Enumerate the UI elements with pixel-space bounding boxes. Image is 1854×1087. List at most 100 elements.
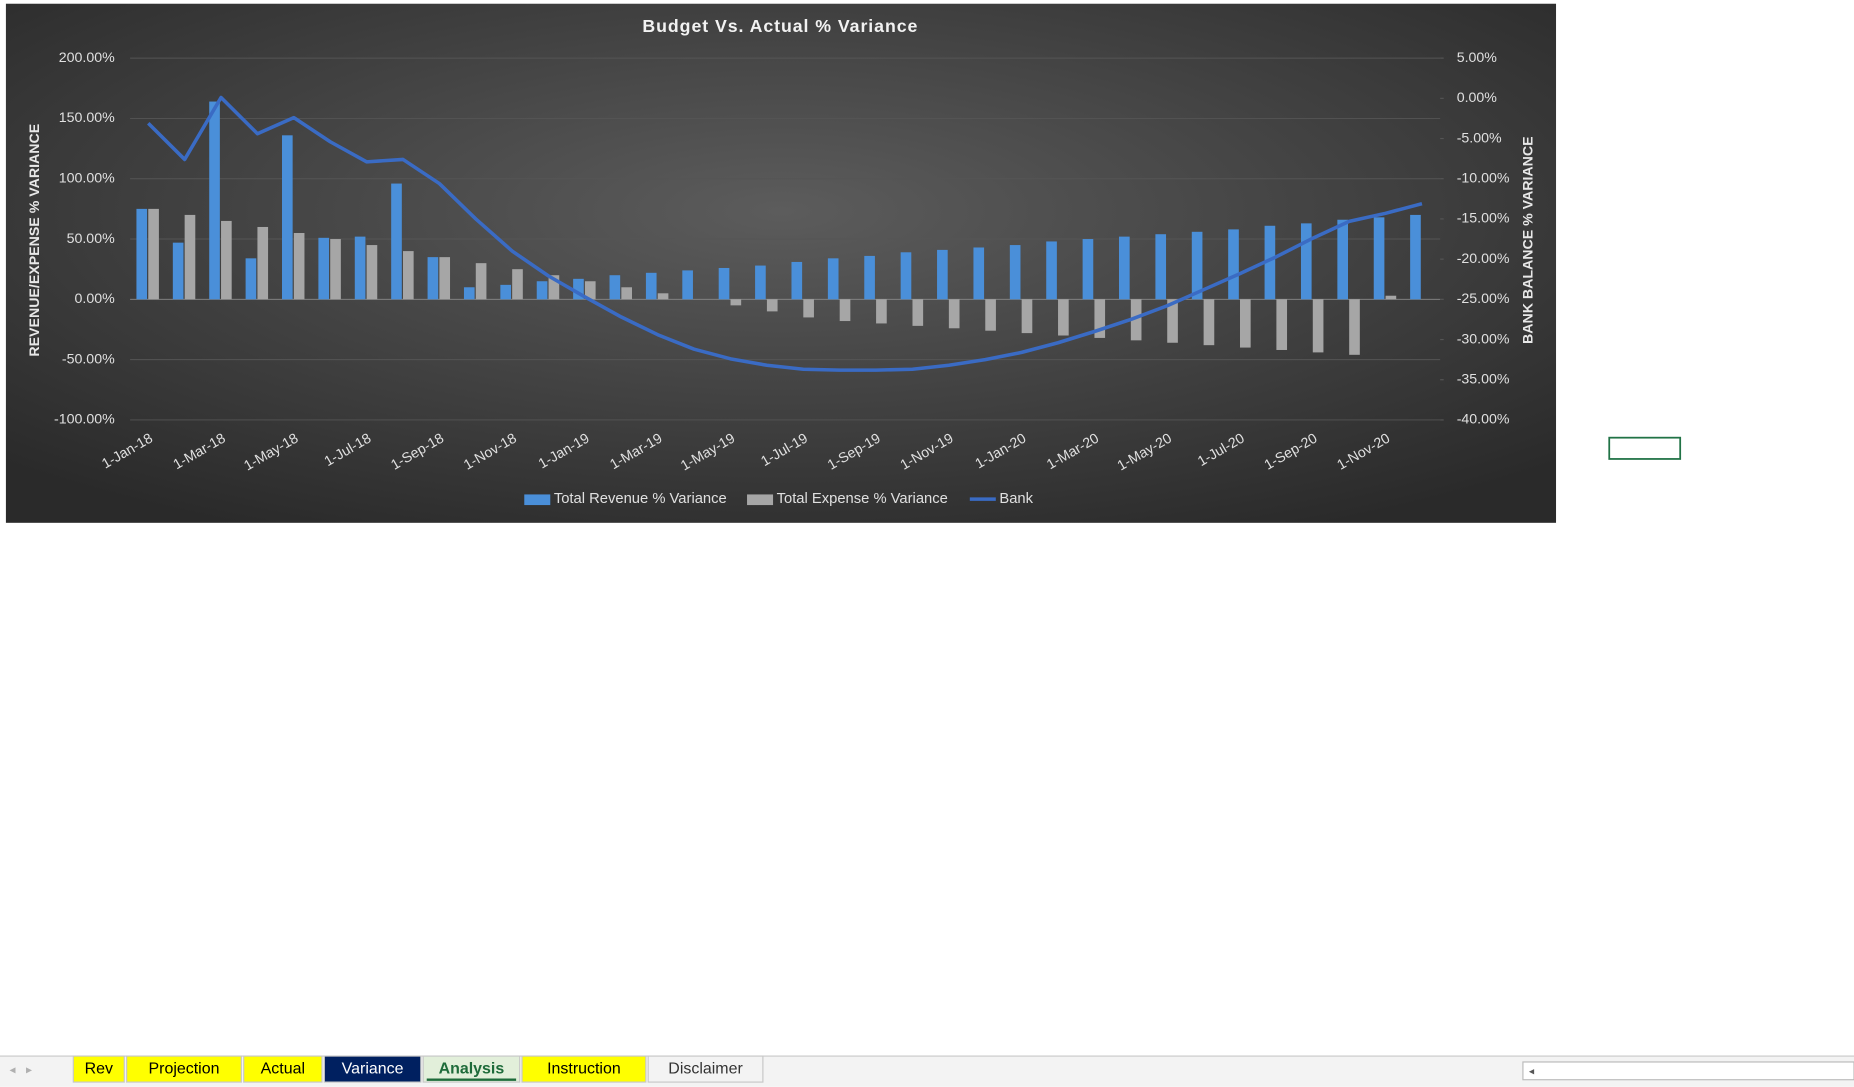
bar (1410, 214, 1421, 300)
bar (682, 270, 693, 300)
y-axis-title: REVENUE/EXPENSE % VARIANCE (27, 124, 43, 357)
bar (948, 299, 960, 329)
bar (657, 293, 669, 300)
y2-tick-label: 5.00% (1457, 50, 1498, 66)
bar (1021, 299, 1033, 334)
sheet-tab[interactable] (323, 1055, 422, 1083)
bar (1240, 299, 1251, 348)
sheet-tab[interactable] (422, 1055, 521, 1083)
selected-cell[interactable] (1608, 436, 1682, 460)
y-tick-label: -50.00% (62, 351, 115, 367)
bar (439, 257, 451, 300)
bar (1009, 245, 1021, 300)
bar (803, 299, 814, 318)
bar (354, 236, 366, 300)
legend-label: Bank (999, 491, 1033, 507)
bar (403, 251, 414, 300)
sheet-tab[interactable] (126, 1055, 242, 1083)
bar (391, 183, 402, 300)
y2-tick-label: -40.00% (1457, 412, 1510, 428)
legend-label: Total Expense % Variance (777, 491, 948, 507)
bar (876, 299, 887, 324)
sheet-tab-label[interactable]: Projection (149, 1060, 220, 1077)
h-scrollbar[interactable] (1522, 1061, 1854, 1081)
y2-tick-label: -25.00% (1457, 291, 1510, 307)
bar (912, 299, 924, 326)
bar (609, 275, 621, 300)
y-tick-label: 100.00% (59, 170, 115, 186)
bar (937, 249, 948, 300)
tab-scroll-left[interactable]: ◂ (9, 1062, 15, 1076)
y-tick-label: 150.00% (59, 110, 115, 126)
bar (827, 258, 839, 300)
bar (1094, 299, 1106, 338)
bar (318, 237, 330, 300)
bar (1203, 299, 1215, 346)
bar (1337, 219, 1348, 300)
bar (1300, 223, 1312, 300)
legend-swatch (747, 494, 774, 506)
bar (366, 245, 378, 300)
y2-tick-label: 0.00% (1457, 90, 1498, 106)
bar (1155, 234, 1167, 300)
tab-scroll-right[interactable]: ▸ (26, 1062, 32, 1076)
y2-tick-label: -5.00% (1457, 130, 1502, 146)
bar (512, 269, 523, 300)
bar (245, 258, 257, 300)
sheet-tab[interactable] (243, 1055, 323, 1083)
y-tick-label: 0.00% (75, 291, 116, 307)
sheet-tab-label[interactable]: Variance (342, 1060, 404, 1077)
bar (475, 263, 487, 300)
bar (839, 299, 851, 322)
bar (1312, 299, 1324, 353)
bar (172, 242, 184, 300)
sheet-tab[interactable] (647, 1055, 764, 1083)
sheet-tab-label[interactable]: Analysis (439, 1060, 505, 1077)
bar (1167, 299, 1178, 343)
bar (1385, 295, 1397, 300)
bar (257, 226, 269, 300)
sheet-tab[interactable] (72, 1055, 125, 1083)
bar (1264, 225, 1276, 300)
h-scroll-left[interactable]: ◂ (1529, 1065, 1535, 1077)
bar (427, 257, 439, 300)
sheet-tab[interactable] (521, 1055, 647, 1083)
sheet-tab-label[interactable]: Rev (85, 1060, 113, 1077)
y2-tick-label: -20.00% (1457, 251, 1510, 267)
bar (1191, 231, 1203, 300)
bar (584, 281, 596, 300)
sheet-tabs: Rev Projection Actual Variance Analysis Instr… (72, 1055, 764, 1083)
bar (548, 275, 560, 300)
bar (718, 267, 730, 300)
bar (573, 278, 584, 300)
bar (184, 214, 196, 300)
bar (500, 284, 511, 300)
bar (864, 255, 875, 300)
bar (1349, 299, 1360, 355)
line (147, 95, 1423, 372)
bar (645, 272, 657, 300)
bar (1119, 236, 1130, 300)
sheet-tab-label[interactable]: Instruction (547, 1060, 621, 1077)
bar (536, 281, 548, 300)
y2-axis-title: BANK BALANCE % VARIANCE (1521, 136, 1537, 344)
bar (985, 299, 996, 331)
bar (1130, 299, 1142, 341)
y-tick-label: 50.00% (67, 231, 115, 247)
chart-title: Budget Vs. Actual % Variance (642, 16, 918, 36)
bar (1058, 299, 1069, 336)
y2-tick-label: -30.00% (1457, 331, 1510, 347)
y2-tick-label: -10.00% (1457, 170, 1510, 186)
sheet-tab-label[interactable]: Actual (261, 1060, 305, 1077)
bar (900, 252, 912, 300)
bar (1046, 241, 1057, 300)
legend-label: Total Revenue % Variance (554, 491, 727, 507)
bar (282, 135, 293, 300)
bar (730, 299, 742, 306)
sheet-tab-label[interactable]: Disclaimer (668, 1060, 743, 1077)
legend-swatch (524, 494, 551, 506)
bar (791, 261, 803, 300)
bar (221, 220, 232, 300)
